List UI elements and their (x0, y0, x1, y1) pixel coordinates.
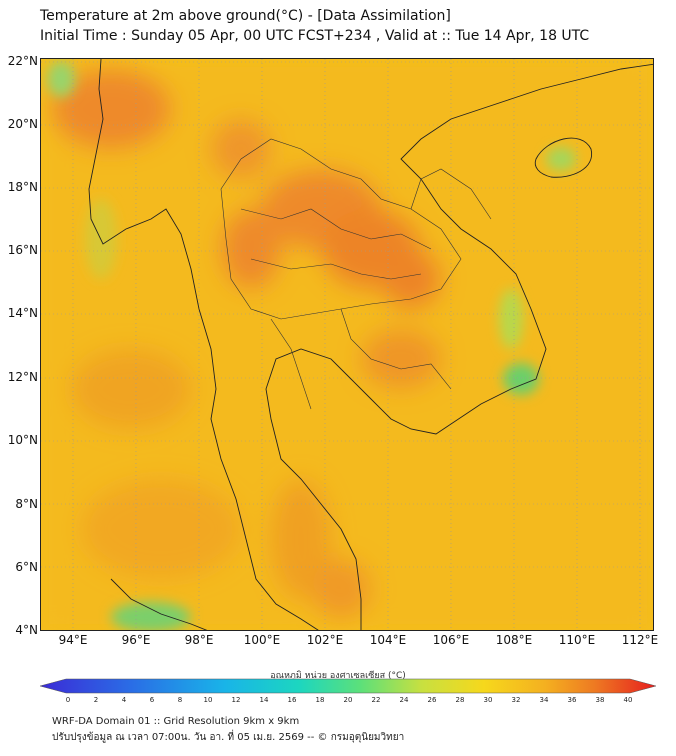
colorbar-tick-label: 0 (65, 696, 71, 704)
colorbar (39, 678, 657, 694)
lon-label: 104°E (369, 633, 407, 647)
lon-label: 102°E (306, 633, 344, 647)
title-block: Temperature at 2m above ground(°C) - [Da… (40, 6, 589, 46)
colorbar-title: อุณหภูมิ หน่วย องศาเซลเซียส (°C) (270, 671, 406, 681)
lat-label: 10°N (7, 433, 38, 447)
lon-label: 112°E (621, 633, 659, 647)
footer-domain: WRF-DA Domain 01 :: Grid Resolution 9km … (52, 716, 300, 727)
colorbar-tick-label: 18 (315, 696, 325, 704)
colorbar-tick-label: 32 (511, 696, 521, 704)
coastlines (88, 59, 653, 630)
province-borders (220, 138, 492, 410)
temperature-map (41, 59, 653, 630)
colorbar-tick-label: 36 (567, 696, 577, 704)
colorbar-tick-label: 16 (287, 696, 297, 704)
lat-label: 12°N (7, 370, 38, 384)
colorbar-tick-label: 34 (539, 696, 549, 704)
lat-label: 14°N (7, 306, 38, 320)
lon-label: 100°E (243, 633, 281, 647)
lat-label: 16°N (7, 243, 38, 257)
lon-label: 110°E (558, 633, 596, 647)
colorbar-tick-label: 28 (455, 696, 465, 704)
lat-label: 6°N (15, 560, 38, 574)
lat-label: 4°N (15, 623, 38, 637)
colorbar-tick-label: 4 (121, 696, 127, 704)
colorbar-svg (39, 678, 657, 694)
colorbar-gradient (39, 678, 657, 694)
colorbar-tick-label: 10 (203, 696, 213, 704)
lon-label: 106°E (432, 633, 470, 647)
colorbar-tick-label: 26 (427, 696, 437, 704)
colorbar-tick-label: 24 (399, 696, 409, 704)
colorbar-tick-label: 2 (93, 696, 99, 704)
colorbar-tick-label: 14 (259, 696, 269, 704)
colorbar-tick-label: 40 (623, 696, 633, 704)
lon-label: 94°E (58, 633, 88, 647)
lat-label: 8°N (15, 497, 38, 511)
footer-updated: ปรับปรุงข้อมูล ณ เวลา 07:00น. วัน อา. ที… (52, 732, 405, 743)
map-panel[interactable] (40, 58, 654, 631)
colorbar-tick-label: 12 (231, 696, 241, 704)
lat-label: 20°N (7, 117, 38, 131)
colorbar-tick-label: 6 (149, 696, 155, 704)
lat-label: 22°N (7, 54, 38, 68)
colorbar-tick-label: 38 (595, 696, 605, 704)
colorbar-tick-label: 8 (177, 696, 183, 704)
lon-label: 96°E (121, 633, 151, 647)
lat-label: 18°N (7, 180, 38, 194)
map-subtitle: Initial Time : Sunday 05 Apr, 00 UTC FCS… (40, 28, 590, 44)
colorbar-tick-label: 30 (483, 696, 493, 704)
temperature-shading (41, 59, 653, 630)
colorbar-tick-label: 22 (371, 696, 381, 704)
lon-label: 98°E (184, 633, 214, 647)
map-title: Temperature at 2m above ground(°C) - [Da… (40, 8, 451, 24)
colorbar-tick-label: 20 (343, 696, 353, 704)
lon-label: 108°E (495, 633, 533, 647)
